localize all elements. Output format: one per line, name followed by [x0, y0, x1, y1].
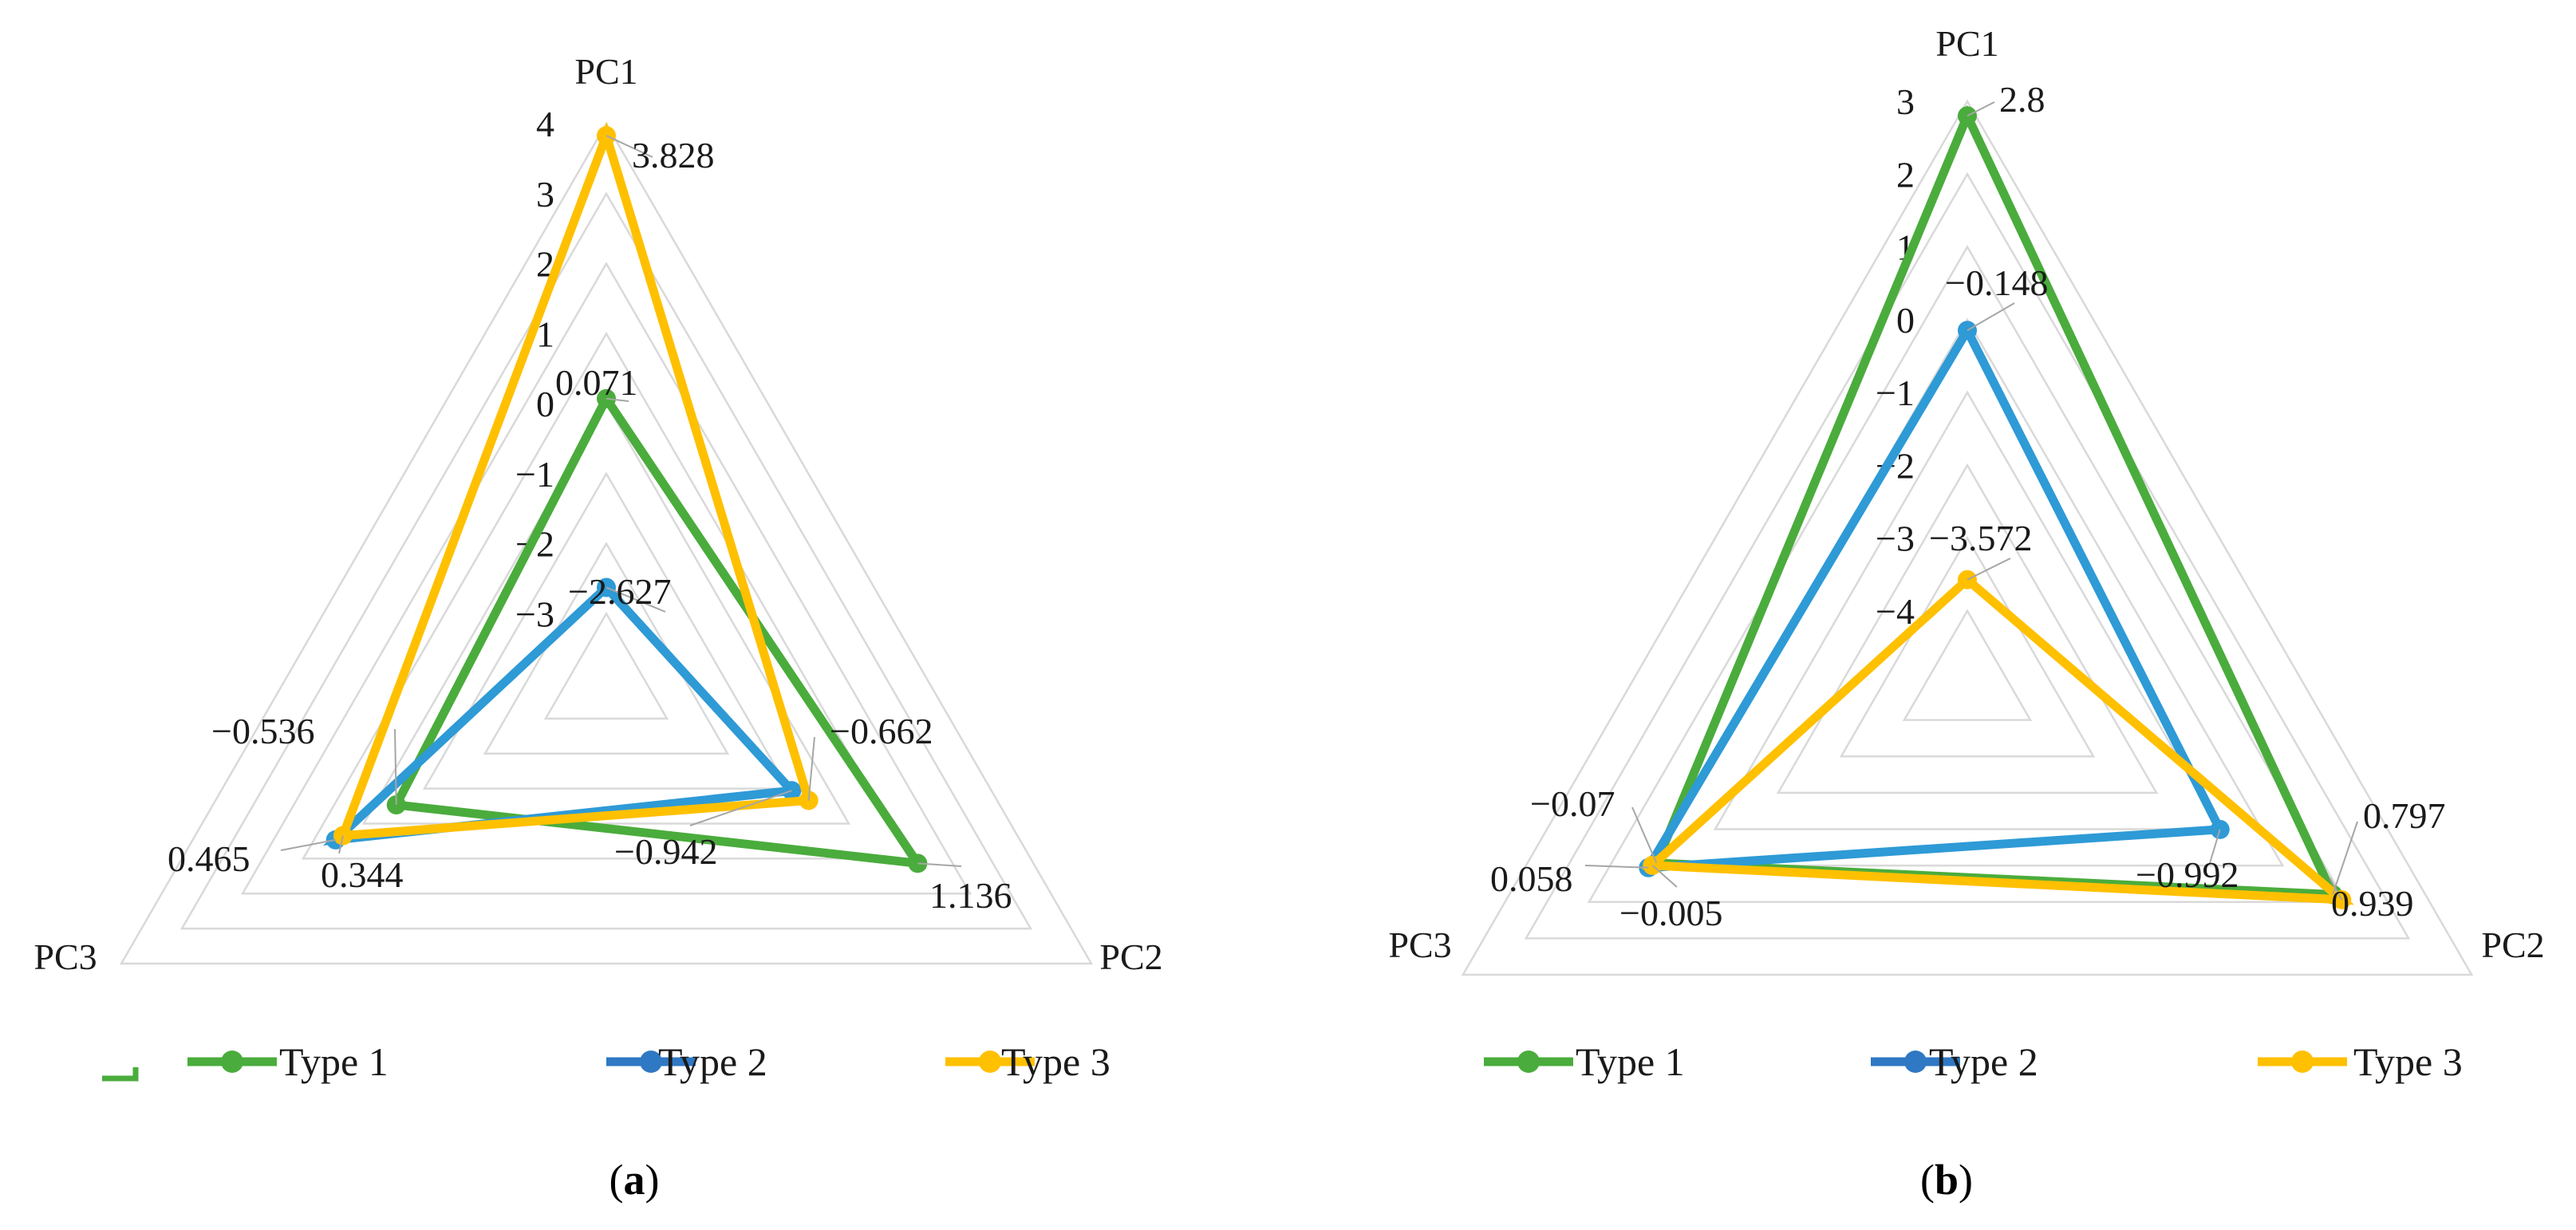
leader-line [338, 835, 344, 854]
data-label: −0.992 [2136, 854, 2239, 895]
axis-title-pc1: PC1 [574, 51, 637, 92]
gridline [543, 611, 669, 720]
radar-chart-a: PC1PC2PC343210−1−2−33.8280.071−2.627−0.6… [34, 51, 1162, 1204]
gridline [119, 121, 1094, 965]
data-label: −0.07 [1530, 783, 1615, 824]
data-point-type-3-pc2 [799, 790, 819, 810]
axis-title-pc2: PC2 [2481, 924, 2544, 965]
tick-label: 0 [536, 384, 554, 424]
gridline [1524, 171, 2411, 940]
leader-line [1584, 865, 1649, 869]
data-label: −2.627 [568, 571, 671, 612]
tick-label: −4 [1876, 591, 1915, 632]
data-label: 0.344 [321, 854, 404, 895]
radar-chart-b: PC1PC2PC33210−1−2−3−42.8−0.148−3.5720.79… [1388, 23, 2544, 1204]
gridline [301, 331, 912, 860]
legend-marker-type-2 [640, 1051, 662, 1073]
axis-title-pc1: PC1 [1935, 23, 1998, 64]
data-label: 1.136 [929, 875, 1012, 916]
legend-label-type-2: Type 2 [658, 1039, 767, 1084]
tick-label: −3 [515, 593, 554, 634]
leader-line [689, 790, 792, 826]
leader-line [1967, 101, 1995, 117]
tick-label: −3 [1876, 518, 1915, 559]
legend-label-type-1: Type 1 [1576, 1039, 1685, 1084]
tick-label: 0 [1896, 300, 1915, 341]
legend-label-type-3: Type 3 [1001, 1039, 1110, 1084]
leader-line [917, 862, 962, 867]
legend-marker-type-3 [2291, 1051, 2314, 1073]
legend-marker-type-1 [1517, 1051, 1540, 1073]
gridline [179, 191, 1033, 930]
leader-line [606, 586, 666, 613]
data-label: 0.939 [2331, 883, 2414, 924]
tick-label: 1 [536, 313, 554, 354]
data-label: −0.942 [614, 831, 717, 872]
legend-marker-type-1 [221, 1051, 243, 1073]
gridline [1776, 463, 2159, 794]
leader-line [2332, 821, 2358, 895]
leader-line [2209, 829, 2221, 864]
data-label: 0.465 [168, 838, 250, 879]
series-line-type-1 [389, 389, 927, 869]
leader-line [1651, 865, 1678, 888]
tick-label: 3 [1896, 81, 1915, 122]
panel-caption: (b) [1920, 1156, 1973, 1204]
gridline [361, 401, 851, 825]
leader-line [1967, 558, 2011, 581]
legend-label-type-1: Type 1 [279, 1039, 389, 1084]
tick-label: 2 [1896, 154, 1915, 195]
leader-line [606, 397, 629, 402]
leader-line [606, 135, 653, 158]
legend-label-type-3: Type 3 [2353, 1039, 2463, 1084]
tick-label: −1 [1876, 373, 1915, 413]
leader-line [2329, 877, 2343, 901]
legend-marker-type-2 [1904, 1051, 1927, 1073]
leader-line [394, 728, 397, 806]
data-label: −0.536 [211, 711, 314, 751]
data-label: −0.662 [830, 711, 933, 751]
data-label: −0.005 [1619, 893, 1722, 933]
tick-label: 4 [536, 104, 554, 144]
data-label: 0.797 [2363, 795, 2446, 836]
data-label: 0.071 [555, 362, 638, 403]
axis-title-pc2: PC2 [1099, 936, 1162, 977]
tick-label: −1 [515, 454, 554, 495]
panel-caption: (a) [609, 1156, 660, 1204]
data-label: 3.828 [632, 135, 715, 175]
leader-line [807, 736, 815, 801]
leader-line [1967, 302, 2015, 332]
tick-label: 3 [536, 174, 554, 215]
data-label: −3.572 [1929, 518, 2032, 558]
gridline [422, 471, 791, 790]
data-label: 2.8 [1999, 79, 2045, 120]
leader-line [1631, 806, 1658, 864]
gridline [1902, 609, 2033, 721]
data-label: 0.058 [1490, 858, 1573, 899]
series-line-type-3 [336, 122, 815, 841]
data-label: −0.148 [1945, 262, 2048, 303]
legend-stray-mark [102, 1067, 139, 1082]
legend-marker-type-3 [979, 1051, 1001, 1073]
leader-line [280, 838, 336, 851]
legend-label-type-2: Type 2 [1929, 1039, 2038, 1084]
axis-title-pc3: PC3 [34, 936, 97, 977]
gridline [240, 262, 972, 895]
gridline [1461, 99, 2474, 976]
gridline [1839, 535, 2096, 758]
series-line-type-2 [1640, 321, 2227, 873]
gridline [1713, 390, 2222, 830]
axis-title-pc3: PC3 [1388, 924, 1451, 965]
series-line-type-3 [1641, 574, 2355, 905]
